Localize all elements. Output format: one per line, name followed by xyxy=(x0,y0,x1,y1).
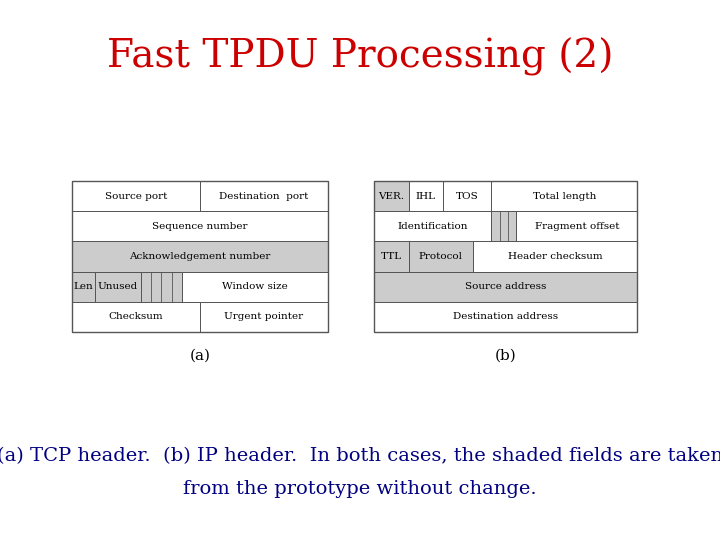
Bar xyxy=(491,181,637,211)
Text: Destination  port: Destination port xyxy=(219,192,308,200)
Text: TOS: TOS xyxy=(456,192,478,200)
Bar xyxy=(374,272,637,302)
Bar xyxy=(516,211,637,241)
Text: Identification: Identification xyxy=(397,222,468,231)
Bar xyxy=(374,302,637,332)
Text: Protocol: Protocol xyxy=(419,252,463,261)
Bar xyxy=(374,211,491,241)
Bar xyxy=(95,272,141,302)
Bar xyxy=(72,241,328,272)
Bar xyxy=(182,272,328,302)
Text: VER.: VER. xyxy=(379,192,405,200)
Bar xyxy=(199,302,328,332)
Bar xyxy=(72,181,199,211)
Bar xyxy=(491,211,516,241)
Bar xyxy=(374,181,637,332)
Text: Len: Len xyxy=(73,282,94,291)
Text: Checksum: Checksum xyxy=(109,313,163,321)
Text: IHL: IHL xyxy=(415,192,436,200)
Bar xyxy=(72,272,95,302)
Text: Destination address: Destination address xyxy=(453,313,559,321)
Text: from the prototype without change.: from the prototype without change. xyxy=(183,480,537,498)
Text: (a): (a) xyxy=(189,348,210,362)
Text: (b): (b) xyxy=(495,348,517,362)
Text: (a) TCP header.  (b) IP header.  In both cases, the shaded fields are taken: (a) TCP header. (b) IP header. In both c… xyxy=(0,447,720,465)
Text: Source address: Source address xyxy=(465,282,546,291)
Bar xyxy=(141,272,182,302)
Bar xyxy=(72,302,199,332)
Text: Header checksum: Header checksum xyxy=(508,252,603,261)
Bar xyxy=(72,181,328,332)
Text: Fast TPDU Processing (2): Fast TPDU Processing (2) xyxy=(107,37,613,76)
Text: Unused: Unused xyxy=(98,282,138,291)
Bar xyxy=(443,181,491,211)
Text: Urgent pointer: Urgent pointer xyxy=(224,313,303,321)
Text: Acknowledgement number: Acknowledgement number xyxy=(129,252,271,261)
Bar xyxy=(473,241,637,272)
Text: Total length: Total length xyxy=(533,192,596,200)
Text: Source port: Source port xyxy=(104,192,167,200)
Bar xyxy=(408,241,473,272)
Bar xyxy=(408,181,443,211)
Bar xyxy=(199,181,328,211)
Bar xyxy=(374,181,408,211)
Text: Fragment offset: Fragment offset xyxy=(534,222,619,231)
Bar xyxy=(72,211,328,241)
Text: TTL: TTL xyxy=(381,252,402,261)
Bar xyxy=(374,241,408,272)
Text: Window size: Window size xyxy=(222,282,287,291)
Text: Sequence number: Sequence number xyxy=(152,222,248,231)
